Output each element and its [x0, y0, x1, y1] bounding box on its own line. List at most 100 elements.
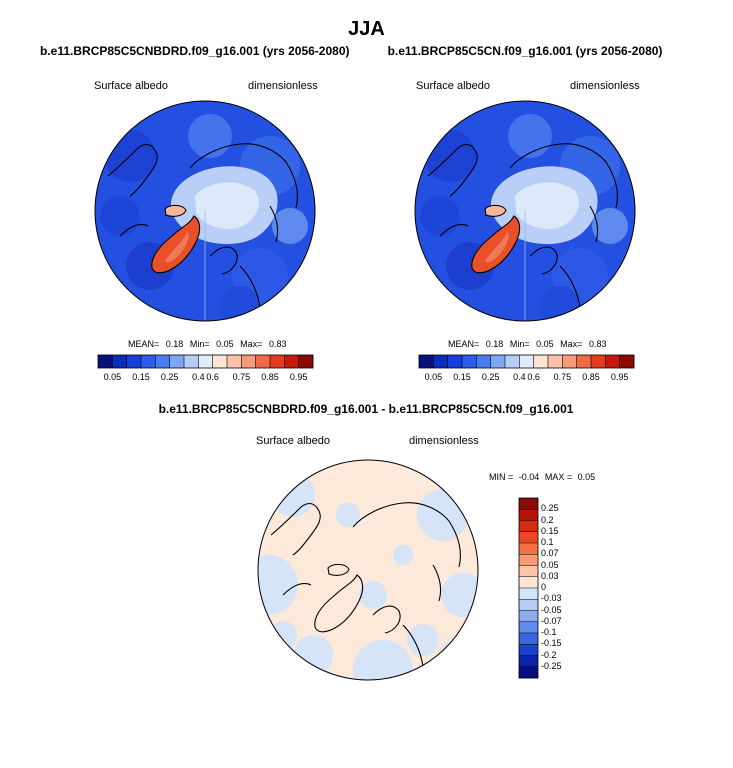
panel1-min-label: Min=	[189, 339, 210, 349]
panel3-variable: Surface albedo	[256, 435, 330, 447]
panel2-colorbar-box	[591, 355, 606, 368]
panel3-coastline	[402, 624, 424, 668]
panel1-coastline	[239, 265, 261, 309]
panel2-field-patch	[592, 208, 628, 244]
panel1-colorbar-box	[141, 355, 156, 368]
panel3-coastline	[372, 605, 401, 634]
panel1-coastline	[209, 246, 238, 275]
panel3-colorbar-box	[519, 610, 538, 623]
panel3-tick-label: 0.15	[541, 525, 559, 536]
panel1-boundary	[94, 100, 316, 322]
panel3-colorbar-box	[519, 644, 538, 656]
panel2-mean-value: 0.18	[485, 339, 504, 349]
panel1-mean-label: MEAN=	[128, 339, 160, 349]
panel2-boundary	[414, 100, 636, 322]
panel2-min-value: 0.05	[536, 339, 554, 349]
panel1-tick-label: 0.15	[132, 372, 150, 382]
panel3-colorbar-box	[519, 554, 538, 566]
panel1-colorbar-box	[198, 355, 213, 368]
panel1-tick-label: 0.6	[206, 372, 219, 382]
panel3-negative-patch	[271, 473, 315, 517]
panel3-colorbar-box	[519, 543, 538, 555]
panel3-negative-patch	[353, 640, 413, 680]
panel3-colorbar-box	[519, 666, 538, 679]
panel3-tick-label: 0.25	[541, 503, 559, 514]
panel2-colorbar-frame	[418, 354, 635, 369]
panel3-colorbar-box	[519, 655, 538, 668]
panel2-title: b.e11.BRCP85C5CN.f09_g16.001 (yrs 2056-2…	[387, 44, 663, 58]
panel2-colorbar-box	[605, 355, 620, 368]
panel1-field-patch	[188, 114, 232, 158]
panel1-colorbar-box	[98, 355, 113, 368]
panel2-coastline	[471, 215, 521, 274]
panel2-colorbar-box	[462, 355, 477, 368]
panel1-mean-value: 0.18	[165, 339, 184, 349]
panel3-colorbar-box	[519, 599, 538, 611]
panel2-stats: MEAN= 0.18 Min= 0.05 Max= 0.83	[448, 339, 606, 349]
panel1-colorbar-box	[212, 355, 228, 368]
panel2-coastline	[484, 204, 507, 217]
panel1-colorbar-box	[227, 355, 242, 368]
panel1-tick-label: 0.95	[289, 372, 308, 382]
panel2-tick-label: 0.4	[513, 372, 526, 382]
panel1-coastline	[119, 223, 149, 237]
panel2-coastline	[589, 205, 599, 243]
panel3-min-label: MIN =	[489, 472, 514, 482]
panel3-tick-label: -0.1	[541, 627, 557, 637]
panel2-ice-cap	[485, 205, 506, 217]
panel3-tick-label: 0	[541, 582, 547, 592]
panel3-tick-label: -0.25	[541, 660, 562, 671]
panel3-colorbar-box	[519, 520, 538, 533]
panel2-coastline	[427, 143, 478, 197]
panel2-max-label: Max=	[560, 339, 583, 349]
panel2-tick-label: 0.05	[424, 372, 443, 382]
panel2-max-value: 0.83	[588, 339, 607, 349]
panel2-coastline	[605, 161, 618, 209]
panel2-tick-label: 0.95	[610, 372, 629, 382]
panel3-tick-label: 0.1	[541, 537, 554, 547]
panel2-colorbar-box	[476, 355, 491, 368]
panel2-tick-label: 0.6	[527, 372, 540, 382]
panel1-tick-label: 0.05	[103, 372, 122, 382]
panel3-tick-label: -0.07	[541, 615, 562, 626]
panel1-field-patch	[220, 286, 260, 321]
panel1-min-value: 0.05	[216, 339, 234, 349]
panel3-tick-label: 0.07	[541, 548, 559, 559]
panel1-field-patch	[272, 208, 308, 244]
panel2-tick-label: 0.85	[582, 372, 600, 382]
panel1-greenland	[151, 216, 200, 273]
panel3-tick-label: -0.15	[541, 638, 562, 649]
panel2-colorbar-box	[433, 355, 448, 368]
panel3-negative-patch	[336, 503, 360, 527]
panel3-tick-label: 0.2	[541, 514, 554, 525]
panel3-coastline	[432, 564, 442, 602]
panel2-colorbar	[418, 354, 635, 369]
panel3-stats: MIN = -0.04 MAX = 0.05	[489, 472, 595, 482]
panel2-colorbar-box	[490, 355, 506, 368]
panel2-colorbar-box	[562, 355, 577, 368]
panel2-coastline	[559, 265, 581, 309]
panel1-colorbar-box	[112, 355, 127, 368]
panel1-ice-cap	[165, 205, 186, 217]
panel2-colorbar-box	[548, 355, 563, 368]
panel2-field-patch	[508, 114, 552, 158]
panel3-coastline	[448, 520, 461, 568]
panel2-coastline	[509, 143, 607, 169]
panel3-coastline	[314, 574, 364, 633]
panel1-max-value: 0.83	[268, 339, 287, 349]
panel3-colorbar-box	[519, 565, 538, 578]
panel3-colorbar-box	[519, 633, 538, 645]
panel3-negative-patch	[393, 545, 413, 565]
panel3-colorbar-box	[519, 498, 538, 510]
panel1-field-patch	[100, 196, 140, 236]
panel2-mean-label: MEAN=	[448, 339, 480, 349]
panel3-tick-label: -0.2	[541, 649, 557, 660]
panel3-negative-patch	[407, 624, 439, 656]
panel1-max-label: Max=	[240, 339, 263, 349]
panel2-coastline	[529, 246, 558, 275]
panel3-colorbar-box	[519, 531, 538, 544]
panel1-coastline	[107, 143, 158, 197]
panel3-colorbar	[518, 497, 539, 679]
panel1-tick-label: 0.4	[192, 372, 205, 382]
panel3-negative-patch	[359, 581, 387, 609]
